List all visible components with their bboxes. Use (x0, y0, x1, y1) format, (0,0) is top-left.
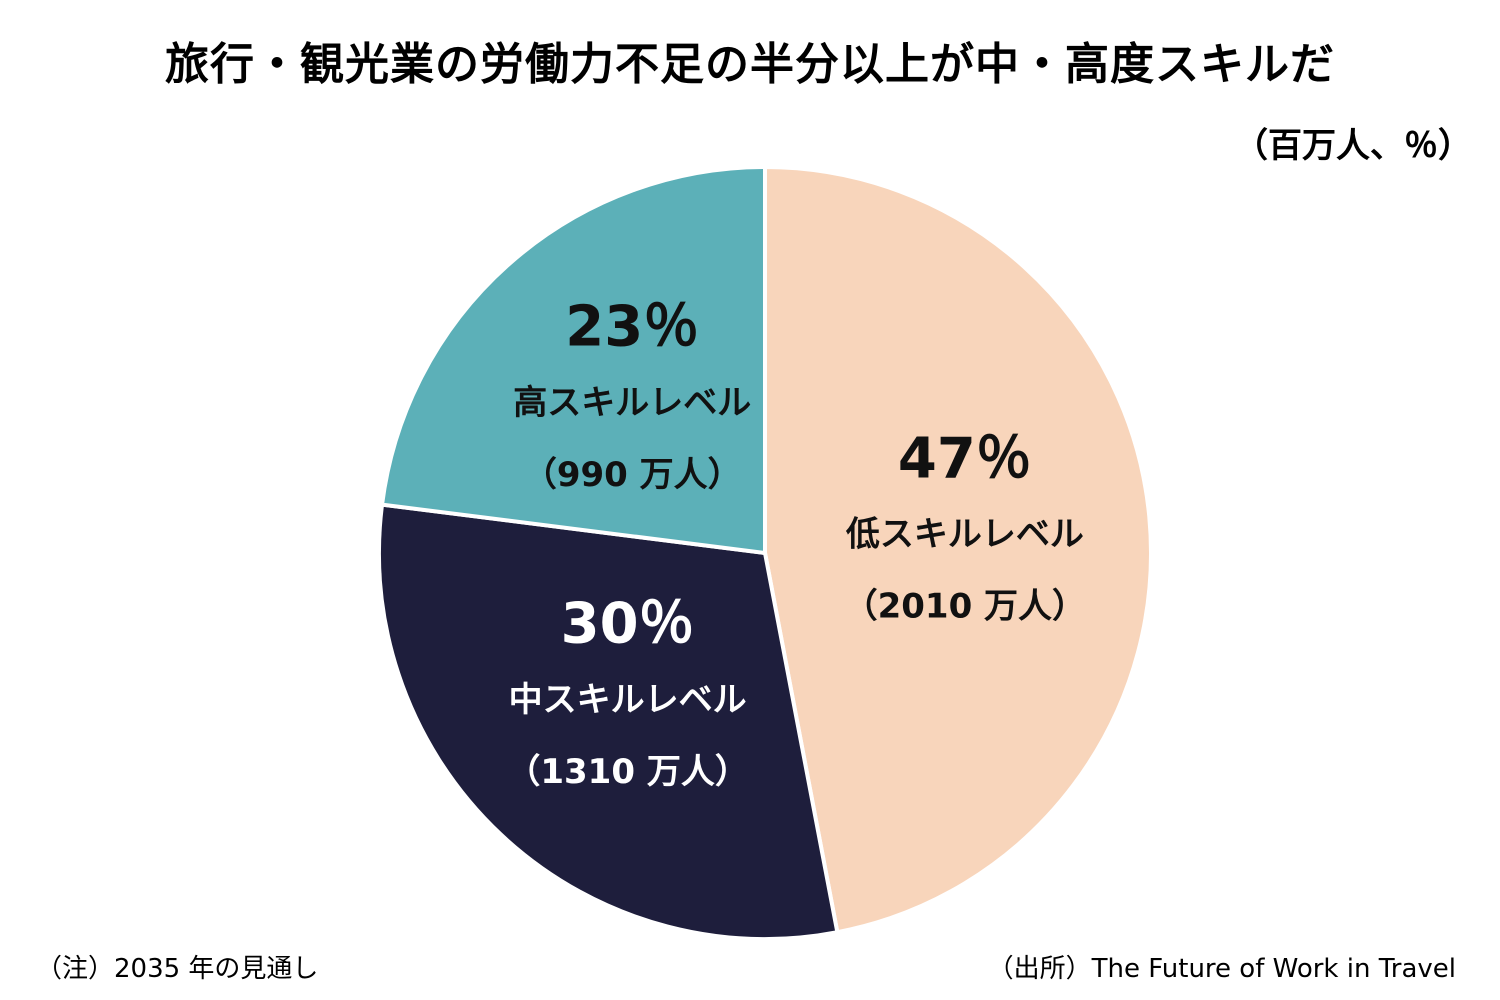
note-label: （注）2035 年の見通し (36, 954, 319, 984)
chart-title: 旅行・観光業の労働力不足の半分以上が中・高度スキルだ (165, 39, 1335, 90)
pie-slice-1 (377, 502, 840, 941)
pie-slice-amount-label-1: （1310 万人） (506, 752, 748, 792)
pie-slice-name-label-2: 高スキルレベル (513, 383, 751, 423)
pie-slice-name-label-0: 低スキルレベル (846, 515, 1084, 555)
pie-slice-pct-label-0: 47％ (898, 426, 1032, 491)
pie-slice-name-label-1: 中スキルレベル (509, 680, 747, 720)
unit-label: （百万人、％） (1234, 126, 1472, 166)
pie-slice-amount-label-2: （990 万人） (523, 455, 742, 495)
pie-slice-amount-label-0: （2010 万人） (844, 587, 1086, 627)
source-label: （出所）The Future of Work in Travel (987, 954, 1456, 984)
pie-slice-pct-label-2: 23％ (565, 295, 699, 360)
pie-slice-0 (763, 164, 1153, 935)
pie-slice-2 (379, 164, 767, 556)
pie-slice-pct-label-1: 30％ (561, 591, 695, 656)
